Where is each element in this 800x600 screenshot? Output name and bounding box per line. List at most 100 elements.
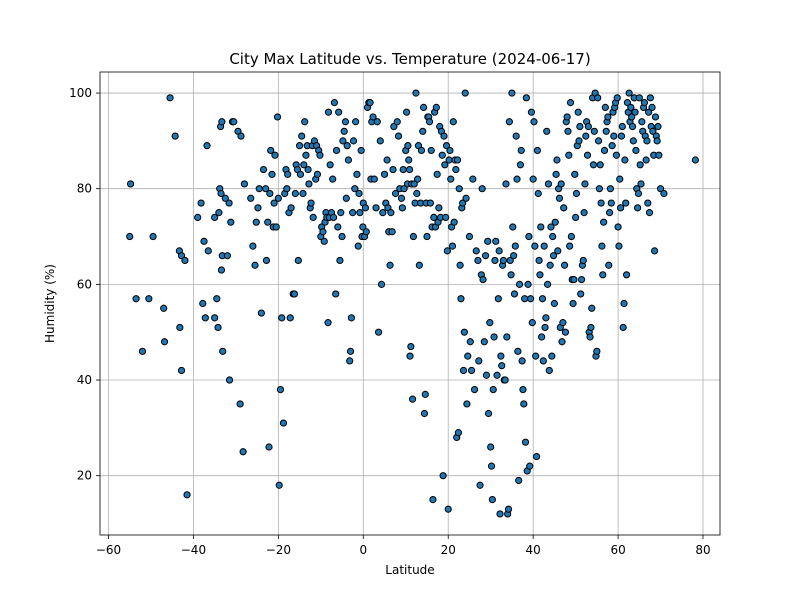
data-point (627, 103, 635, 111)
data-point (223, 252, 231, 260)
x-tick-label: 20 (441, 543, 456, 557)
data-point (442, 213, 450, 222)
data-point (462, 194, 470, 202)
data-point (347, 314, 355, 322)
data-point (404, 142, 412, 150)
data-point (276, 385, 285, 394)
data-point (577, 275, 586, 284)
data-point (580, 209, 588, 217)
data-point (656, 185, 665, 193)
data-point (513, 175, 521, 183)
data-point (394, 132, 403, 140)
data-point (590, 127, 598, 135)
data-point (421, 390, 429, 398)
data-point (126, 232, 134, 241)
data-point (264, 218, 272, 226)
data-point (319, 228, 327, 236)
data-point (566, 99, 575, 107)
y-tick-label: 60 (77, 277, 92, 291)
data-point (171, 132, 179, 140)
data-point (547, 223, 555, 231)
data-point (420, 409, 429, 418)
data-point (538, 333, 546, 341)
data-point (536, 271, 544, 279)
data-point (634, 204, 642, 212)
data-point (510, 252, 518, 260)
data-point (386, 261, 394, 269)
data-point (211, 213, 219, 222)
data-point (691, 156, 699, 164)
data-point (546, 261, 554, 269)
data-point (490, 333, 498, 341)
data-point (643, 137, 651, 145)
data-point (602, 127, 610, 135)
data-point (577, 290, 585, 298)
data-point (533, 146, 541, 155)
data-point (558, 338, 566, 346)
data-point (410, 180, 418, 188)
data-point (369, 113, 377, 121)
data-point (380, 170, 389, 178)
data-point (563, 113, 571, 121)
data-point (463, 400, 471, 408)
data-point (334, 223, 342, 231)
data-point (478, 185, 486, 193)
data-point (465, 232, 474, 241)
data-point (419, 103, 428, 111)
data-point (522, 94, 530, 102)
data-point (535, 256, 543, 265)
plot-frame (99, 71, 721, 536)
data-point (612, 151, 620, 159)
data-point (181, 256, 189, 265)
data-point (291, 189, 299, 198)
data-point (357, 146, 365, 155)
data-point (217, 266, 226, 274)
gridlines (100, 72, 720, 535)
data-point (555, 194, 564, 202)
data-point (305, 180, 313, 188)
data-point (567, 232, 575, 241)
data-point (640, 99, 649, 107)
data-point (138, 347, 147, 355)
data-point (654, 122, 662, 131)
data-point (470, 385, 479, 394)
data-point (387, 209, 395, 217)
data-point (655, 151, 663, 159)
data-point (532, 352, 540, 360)
data-point (628, 113, 636, 121)
data-point (445, 156, 453, 164)
data-point (217, 189, 225, 198)
data-point (588, 304, 596, 312)
data-point (274, 194, 282, 202)
data-point (177, 366, 186, 375)
data-point (377, 280, 386, 288)
data-point (504, 505, 513, 513)
data-point (356, 209, 364, 217)
data-point (403, 108, 411, 116)
data-point (307, 199, 315, 207)
data-point (646, 94, 654, 102)
data-point (584, 122, 592, 131)
data-point (218, 118, 226, 126)
data-point (559, 319, 567, 327)
data-point (338, 232, 346, 241)
data-point (203, 142, 211, 150)
y-tick-label: 20 (77, 469, 92, 483)
data-point (447, 175, 455, 183)
data-point (526, 462, 534, 470)
data-point (597, 199, 605, 207)
data-point (582, 132, 590, 140)
data-point (594, 137, 603, 145)
data-point (326, 161, 334, 169)
data-point (294, 256, 302, 265)
data-point (636, 161, 644, 169)
data-point (557, 180, 565, 188)
data-point (252, 218, 260, 226)
data-point (587, 323, 595, 332)
data-point (607, 199, 615, 207)
data-point (480, 338, 488, 346)
data-point (201, 314, 209, 322)
data-point (565, 151, 573, 159)
data-point (455, 185, 463, 193)
data-point (482, 371, 491, 379)
